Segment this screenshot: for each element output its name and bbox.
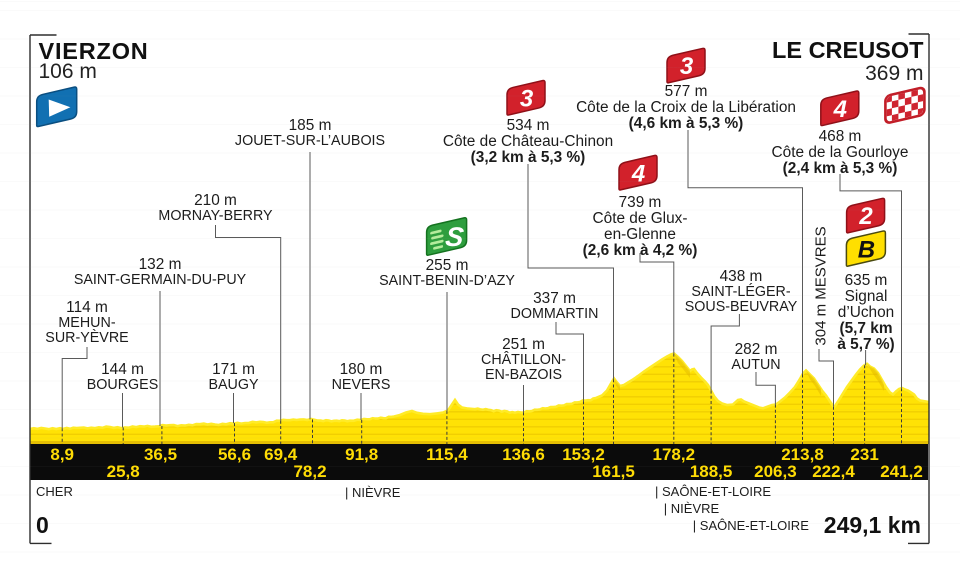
- svg-text:B: B: [858, 236, 875, 263]
- svg-text:4: 4: [833, 96, 847, 123]
- svg-text:3: 3: [680, 53, 694, 80]
- svg-text:2: 2: [858, 203, 873, 230]
- svg-text:S: S: [444, 221, 465, 252]
- svg-text:3: 3: [520, 85, 534, 112]
- svg-text:4: 4: [631, 160, 645, 187]
